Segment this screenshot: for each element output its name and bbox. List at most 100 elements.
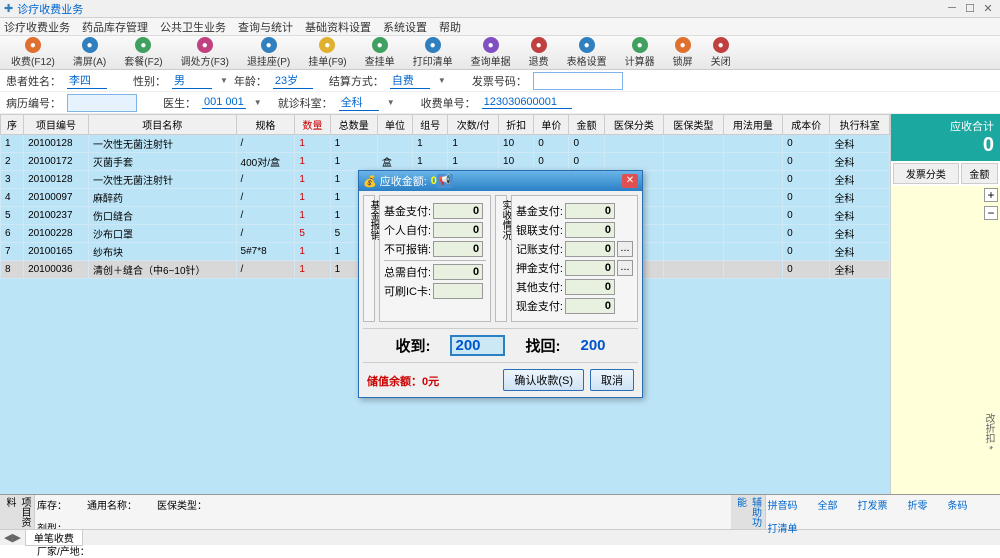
toolbar-button[interactable]: ●收费(F12) bbox=[4, 35, 62, 70]
side-minus-button[interactable]: − bbox=[984, 206, 998, 220]
dialog-close-button[interactable]: ✕ bbox=[622, 174, 638, 188]
toolbar-button[interactable]: ●计算器 bbox=[618, 35, 662, 70]
grid-header[interactable]: 数量 bbox=[295, 115, 330, 135]
field-value[interactable]: 0 bbox=[565, 260, 615, 276]
grid-header[interactable]: 项目编号 bbox=[24, 115, 89, 135]
menu-item[interactable]: 查询与统计 bbox=[238, 19, 293, 35]
grid-header[interactable]: 规格 bbox=[236, 115, 295, 135]
maximize-button[interactable]: ☐ bbox=[962, 2, 978, 15]
title-bar: ✚ 诊疗收费业务 ─ ☐ ✕ bbox=[0, 0, 1000, 18]
field-value[interactable]: 0 bbox=[565, 279, 615, 295]
received-input[interactable]: 200 bbox=[450, 335, 505, 356]
grid-header[interactable]: 序 bbox=[1, 115, 24, 135]
taskbar-chevrons[interactable]: ◀▶ bbox=[4, 531, 21, 544]
toolbar-label: 表格设置 bbox=[567, 53, 607, 68]
feeno-field[interactable]: 123030600001 bbox=[482, 96, 572, 109]
grid-header[interactable]: 执行科室 bbox=[830, 115, 890, 135]
toolbar-button[interactable]: ●关闭 bbox=[704, 35, 738, 70]
toolbar-button[interactable]: ●打印清单 bbox=[406, 35, 460, 70]
toolbar-icon: ● bbox=[675, 37, 691, 53]
table-row[interactable]: 120100128一次性无菌注射针/111110000全科 bbox=[1, 135, 890, 153]
field-value[interactable]: 0 bbox=[565, 241, 615, 257]
toolbar-button[interactable]: ●调处方(F3) bbox=[174, 35, 236, 70]
grid-header[interactable]: 折扣 bbox=[499, 115, 534, 135]
grid-header[interactable]: 单价 bbox=[534, 115, 569, 135]
side-hint: 改折扣 * bbox=[977, 409, 1000, 454]
toolbar-icon: ● bbox=[579, 37, 595, 53]
toolbar-button[interactable]: ●退费 bbox=[522, 35, 556, 70]
dept-field[interactable]: 全科 bbox=[339, 94, 379, 111]
toolbar-button[interactable]: ●挂单(F9) bbox=[301, 35, 353, 70]
toolbar-icon: ● bbox=[25, 37, 41, 53]
menu-item[interactable]: 药品库存管理 bbox=[82, 19, 148, 35]
menu-item[interactable]: 系统设置 bbox=[383, 19, 427, 35]
grid-header[interactable]: 项目名称 bbox=[89, 115, 237, 135]
grid-header[interactable]: 医保类型 bbox=[664, 115, 723, 135]
sex-label: 性别： bbox=[133, 73, 166, 89]
toolbar-button[interactable]: ●表格设置 bbox=[560, 35, 614, 70]
paytype-label: 结算方式： bbox=[329, 73, 384, 89]
record-input[interactable] bbox=[67, 94, 137, 112]
age-field[interactable]: 23岁 bbox=[273, 72, 313, 89]
grid-cell: 1 bbox=[330, 135, 377, 153]
menu-item[interactable]: 基础资料设置 bbox=[305, 19, 371, 35]
more-button[interactable]: ... bbox=[617, 260, 633, 276]
aux-link[interactable]: 折零 bbox=[908, 497, 928, 512]
grid-cell bbox=[664, 243, 723, 261]
grid-cell: 1 bbox=[1, 135, 24, 153]
cancel-payment-button[interactable]: 取消 bbox=[590, 369, 634, 391]
close-button[interactable]: ✕ bbox=[980, 2, 996, 15]
toolbar-label: 查询单据 bbox=[471, 53, 511, 68]
grid-cell: 0 bbox=[534, 135, 569, 153]
grid-cell: 20100097 bbox=[24, 189, 89, 207]
toolbar-button[interactable]: ●查询单据 bbox=[464, 35, 518, 70]
toolbar-button[interactable]: ●查挂单 bbox=[358, 35, 402, 70]
aux-link[interactable]: 打清单 bbox=[768, 520, 798, 535]
field-value[interactable]: 0 bbox=[565, 298, 615, 314]
minimize-button[interactable]: ─ bbox=[944, 2, 960, 15]
aux-link[interactable]: 打发票 bbox=[858, 497, 888, 512]
menu-item[interactable]: 帮助 bbox=[439, 19, 461, 35]
grid-cell: 8 bbox=[1, 261, 24, 279]
table-row[interactable]: 220100172灭菌手套400对/盒11盒1110000全科 bbox=[1, 153, 890, 171]
side-plus-button[interactable]: + bbox=[984, 188, 998, 202]
grid-header[interactable]: 成本价 bbox=[783, 115, 830, 135]
aux-link[interactable]: 全部 bbox=[818, 497, 838, 512]
invoice-input[interactable] bbox=[533, 72, 623, 90]
stock-label: 库存： bbox=[37, 497, 67, 512]
sex-field[interactable]: 男 bbox=[172, 72, 212, 89]
doctor-field[interactable]: 001 001 bbox=[202, 96, 246, 109]
grid-header[interactable]: 总数量 bbox=[330, 115, 377, 135]
toolbar-button[interactable]: ●清屏(A) bbox=[66, 35, 113, 70]
grid-cell: 清创＋缝合（中6~10针） bbox=[89, 261, 237, 279]
grid-header[interactable]: 组号 bbox=[413, 115, 448, 135]
more-button[interactable]: ... bbox=[617, 241, 633, 257]
dialog-title-bar: 💰 应收金额: 0 📢 ✕ bbox=[359, 171, 642, 191]
menu-item[interactable]: 公共卫生业务 bbox=[160, 19, 226, 35]
toolbar-button[interactable]: ●锁屏 bbox=[666, 35, 700, 70]
grid-header[interactable]: 用法用量 bbox=[723, 115, 782, 135]
aux-link[interactable]: 拼音码 bbox=[768, 497, 798, 512]
dialog-help-button[interactable]: 📢 bbox=[437, 174, 453, 188]
paytype-field[interactable]: 自费 bbox=[390, 72, 430, 89]
taskbar-tab[interactable]: 单笔收费 bbox=[25, 529, 83, 546]
aux-link[interactable]: 条码 bbox=[948, 497, 968, 512]
grid-header[interactable]: 金额 bbox=[569, 115, 604, 135]
toolbar-label: 收费(F12) bbox=[11, 53, 55, 68]
toolbar-button[interactable]: ●套餐(F2) bbox=[117, 35, 169, 70]
patient-name-field[interactable]: 李四 bbox=[67, 72, 107, 89]
field-value[interactable]: 0 bbox=[565, 203, 615, 219]
toolbar-icon: ● bbox=[483, 37, 499, 53]
toolbar-button[interactable]: ●退挂座(P) bbox=[240, 35, 297, 70]
toolbar-label: 计算器 bbox=[625, 53, 655, 68]
confirm-payment-button[interactable]: 确认收款(S) bbox=[503, 369, 584, 391]
grid-header[interactable]: 医保分类 bbox=[604, 115, 663, 135]
grid-header[interactable]: 次数/付 bbox=[448, 115, 499, 135]
menu-item[interactable]: 诊疗收费业务 bbox=[4, 19, 70, 35]
toolbar-icon: ● bbox=[82, 37, 98, 53]
grid-cell: 20100036 bbox=[24, 261, 89, 279]
pay-row: 收到: 200 找回: 200 bbox=[363, 328, 638, 363]
field-value[interactable]: 0 bbox=[565, 222, 615, 238]
grid-cell: 一次性无菌注射针 bbox=[89, 135, 237, 153]
grid-header[interactable]: 单位 bbox=[377, 115, 412, 135]
